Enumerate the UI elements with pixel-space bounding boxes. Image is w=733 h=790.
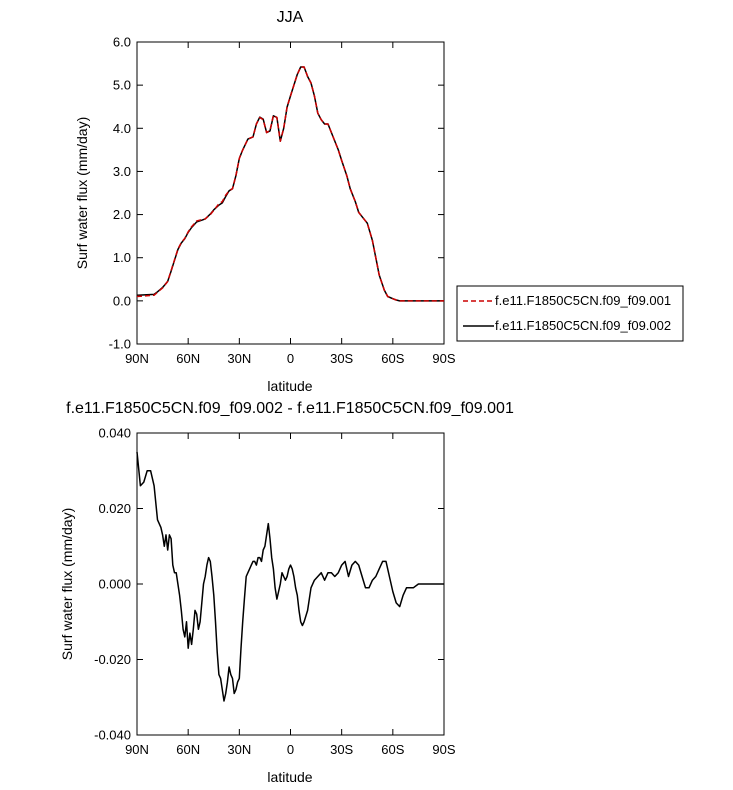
top-chart-xtick-label: 60N [176,351,200,366]
top-chart-frame [136,41,445,345]
bottom-chart-ytick-label: -0.020 [94,652,131,667]
bottom-chart-xtick-label: 90S [432,742,455,757]
top-chart-series-line-2 [136,66,444,302]
legend: f.e11.F1850C5CN.f09_f09.001 f.e11.F1850C… [456,285,684,342]
top-chart-xtick-label: 30N [227,351,251,366]
bottom-chart-xtick-label: 60S [381,742,404,757]
top-chart-xtick-label: 30S [330,351,353,366]
bottom-chart-xtick-label: 90N [125,742,149,757]
top-chart-xlabel: latitude [267,378,312,394]
bottom-chart-title: f.e11.F1850C5CN.f09_f09.002 - f.e11.F185… [66,400,514,417]
top-chart-xtick-label: 0 [287,351,294,366]
bottom-chart-xtick-label: 30N [227,742,251,757]
bottom-chart-xtick-label: 60N [176,742,200,757]
top-chart-panel: JJA -1.0 0.0 1.0 2.0 3.0 4.0 5.0 6.0 90N 60N 30N 0… [74,9,456,394]
bottom-chart-ytick-label: 0.020 [98,501,131,516]
top-chart-ytick-label: 4.0 [113,121,131,136]
bottom-chart-ytick-label: 0.000 [98,577,131,592]
bottom-chart-frame [136,432,445,736]
bottom-chart-ytick-label: 0.040 [98,426,131,441]
top-chart-ytick-label: 1.0 [113,250,131,265]
legend-label-series-2: f.e11.F1850C5CN.f09_f09.002 [495,318,671,333]
top-chart-title: JJA [277,9,304,26]
top-chart-ytick-label: 5.0 [113,78,131,93]
bottom-chart-xtick-label: 0 [287,742,294,757]
top-chart-ytick-label: 2.0 [113,207,131,222]
bottom-chart-panel: f.e11.F1850C5CN.f09_f09.002 - f.e11.F185… [59,400,514,785]
top-chart-ytick-label: 0.0 [113,293,131,308]
top-chart-ylabel: Surf water flux (mm/day) [74,117,90,269]
top-chart-xtick-label: 90S [432,351,455,366]
top-chart-ytick-label: 6.0 [113,35,131,50]
top-chart-series-line-1 [136,66,444,302]
top-chart-xtick-label: 60S [381,351,404,366]
bottom-chart-ylabel: Surf water flux (mm/day) [59,508,75,660]
bottom-chart-xtick-label: 30S [330,742,353,757]
top-chart-xtick-label: 90N [125,351,149,366]
legend-box [456,285,684,342]
legend-label-series-1: f.e11.F1850C5CN.f09_f09.001 [495,293,671,308]
bottom-chart-ytick-label: -0.040 [94,728,131,743]
top-chart-ytick-label: 3.0 [113,164,131,179]
bottom-chart-xlabel: latitude [267,769,312,785]
bottom-chart-series-line-1 [136,451,444,702]
top-chart-ytick-label: -1.0 [109,337,131,352]
